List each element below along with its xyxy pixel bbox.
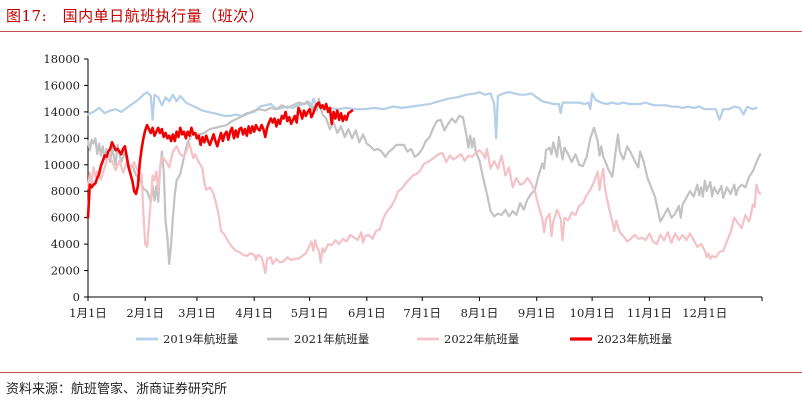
y-tick-label: 16000 (43, 78, 80, 92)
footer-divider (0, 372, 802, 373)
series-line-4 (86, 101, 354, 219)
axes: 0 2000 4000 6000 8000 10000 12000 14000 16000 180… (43, 52, 763, 320)
x-tick-label: 10月1日 (570, 306, 615, 320)
x-tick-label: 8月1日 (461, 306, 499, 320)
y-tick-label: 10000 (43, 158, 80, 172)
y-tick-label: 8000 (51, 184, 80, 198)
x-tick-label: 6月1日 (348, 306, 386, 320)
legend-label-1: 2019年航班量 (163, 332, 238, 346)
x-tick-label: 7月1日 (403, 306, 441, 320)
header-divider (0, 31, 802, 32)
series-lines (86, 91, 762, 275)
x-tick-label: 11月1日 (627, 306, 672, 320)
legend-label-2: 2021年航班量 (294, 332, 369, 346)
x-tick-label: 4月1日 (235, 306, 273, 320)
x-tick-label: 2月1日 (126, 306, 164, 320)
y-tick-label: 14000 (43, 105, 80, 119)
series-line-3 (86, 142, 762, 275)
series-line-2 (86, 97, 762, 265)
x-tick-label: 12月1日 (682, 306, 727, 320)
legend: 2019年航班量 2021年航班量 2022年航班量 2023年航班量 (136, 332, 672, 346)
y-tick-label: 12000 (43, 131, 80, 145)
y-tick-label: 6000 (51, 211, 80, 225)
y-tick-label: 18000 (43, 52, 80, 66)
y-tick-label: 0 (73, 290, 80, 304)
x-tick-label: 5月1日 (291, 306, 329, 320)
flight-volume-line-chart: 0 2000 4000 6000 8000 10000 12000 14000 16000 180… (43, 52, 763, 346)
source-note: 资料来源：航班管家、浙商证券研究所 (6, 382, 228, 397)
x-tick-label: 3月1日 (178, 306, 216, 320)
y-tick-label: 2000 (51, 264, 80, 278)
legend-label-4: 2023年航班量 (597, 332, 672, 346)
y-tick-label: 4000 (51, 237, 80, 251)
series-line-1 (86, 91, 758, 140)
x-tick-label: 9月1日 (518, 306, 556, 320)
figure-title: 图17: 国内单日航班执行量（班次） (6, 7, 265, 25)
figure-header: 图17: 国内单日航班执行量（班次） (0, 0, 802, 32)
x-tick-label: 1月1日 (69, 306, 107, 320)
legend-label-3: 2022年航班量 (444, 332, 519, 346)
